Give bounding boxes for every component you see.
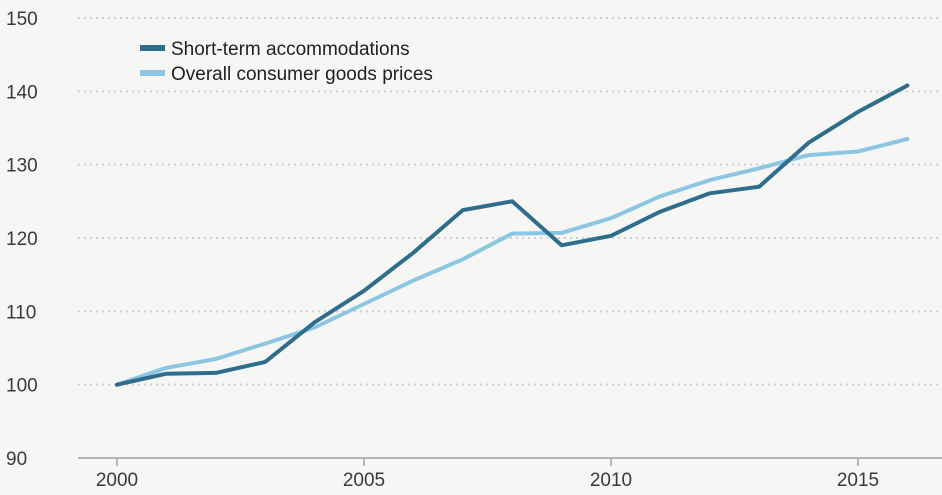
- y-tick-label: 140: [6, 82, 38, 103]
- y-tick-label: 110: [6, 302, 36, 323]
- x-tick-label: 2015: [837, 470, 879, 491]
- series-line-overall-consumer-goods-prices: [115, 137, 910, 387]
- y-tick-label: 90: [6, 449, 27, 470]
- x-tick-label: 2000: [96, 470, 138, 491]
- y-axis: 90 100 110 120 130 140 150: [6, 9, 38, 470]
- series-lines: [115, 83, 910, 387]
- y-tick-label: 120: [6, 229, 38, 250]
- series-line-short-term-accommodations: [115, 83, 910, 387]
- gridlines: [78, 17, 942, 386]
- x-tick-label: 2010: [590, 470, 632, 491]
- y-tick-label: 100: [6, 376, 38, 397]
- legend: Short-term accommodations Overall consume…: [140, 39, 433, 85]
- x-tick-label: 2005: [343, 470, 385, 491]
- legend-label: Short-term accommodations: [171, 39, 410, 60]
- y-tick-label: 150: [6, 9, 38, 30]
- y-tick-label: 130: [6, 156, 38, 177]
- x-axis: 2000 2005 2010 2015: [78, 457, 942, 491]
- legend-label: Overall consumer goods prices: [171, 64, 433, 85]
